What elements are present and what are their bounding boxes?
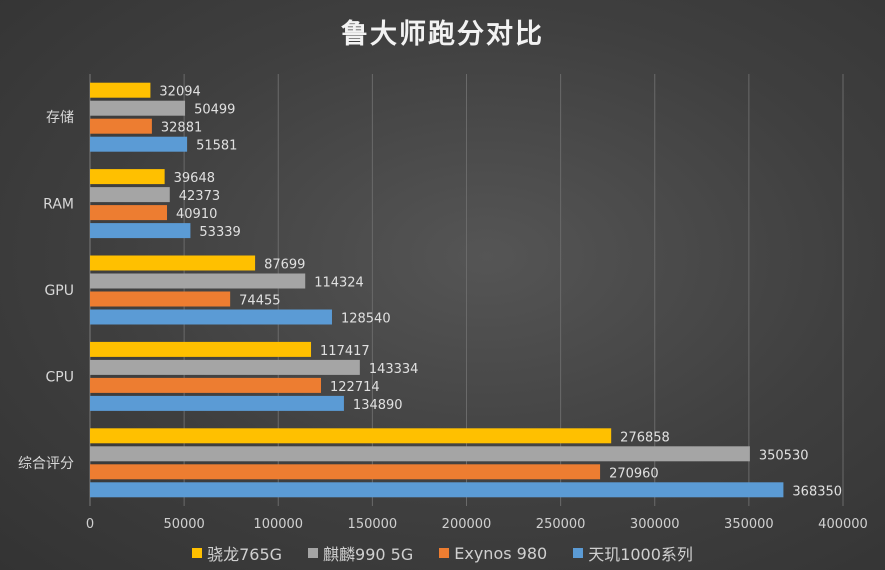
data-label: 32881 [161, 121, 202, 136]
y-category-label: 存储 [46, 110, 74, 126]
bar [90, 341, 312, 357]
data-label: 32094 [159, 85, 200, 100]
chart-title: 鲁大师跑分对比 [341, 19, 544, 50]
data-label: 270960 [609, 466, 659, 481]
data-label: 53339 [199, 225, 240, 240]
data-label: 134890 [353, 398, 403, 413]
x-tick-label: 400000 [818, 517, 868, 532]
x-tick-label: 100000 [253, 517, 303, 532]
x-tick-label: 50000 [163, 517, 204, 532]
x-tick-label: 200000 [442, 517, 492, 532]
data-label: 122714 [330, 380, 380, 395]
legend-swatch-series-4 [573, 548, 584, 558]
x-tick-label: 250000 [536, 517, 586, 532]
data-label: 39648 [174, 171, 215, 186]
legend-swatch-series-2 [308, 548, 319, 558]
bar [90, 273, 306, 289]
data-label: 40910 [176, 207, 217, 222]
data-label: 143334 [369, 362, 419, 377]
data-label: 368350 [792, 484, 842, 499]
bar [90, 255, 256, 271]
x-tick-label: 0 [86, 517, 94, 532]
bar [90, 223, 191, 239]
data-label: 117417 [320, 344, 370, 359]
bar [90, 309, 332, 325]
legend-label-series-1: 骁龙765G [207, 545, 283, 564]
bar [90, 377, 322, 393]
legend-item-series-4: 天玑1000系列 [573, 541, 693, 565]
x-tick-label: 300000 [630, 517, 680, 532]
legend-swatch-series-1 [192, 548, 203, 558]
data-label: 128540 [341, 312, 391, 327]
bar [90, 100, 186, 116]
bar [90, 136, 188, 152]
data-label: 42373 [179, 189, 220, 204]
bar [90, 187, 170, 203]
legend-label-series-4: 天玑1000系列 [588, 545, 693, 564]
bar [90, 446, 750, 462]
legend-item-series-3: Exynos 980 [439, 541, 547, 565]
data-label: 87699 [264, 258, 305, 273]
bar [90, 359, 360, 375]
y-category-label: GPU [44, 283, 74, 299]
bar [90, 169, 165, 185]
bar [90, 464, 601, 480]
bar [90, 482, 784, 498]
bar [90, 82, 151, 98]
legend: 骁龙765G 麒麟990 5G Exynos 980 天玑1000系列 [0, 541, 885, 565]
legend-item-series-2: 麒麟990 5G [308, 541, 413, 565]
legend-item-series-1: 骁龙765G [192, 541, 282, 565]
data-label: 350530 [759, 448, 809, 463]
y-category-label: CPU [46, 369, 74, 385]
data-label: 51581 [196, 139, 237, 154]
data-label: 74455 [239, 294, 280, 309]
bar [90, 395, 344, 411]
bar [90, 291, 231, 307]
data-label: 114324 [314, 276, 364, 291]
data-label: 50499 [194, 103, 235, 118]
bar [90, 118, 152, 134]
y-category-label: RAM [43, 197, 74, 213]
legend-label-series-2: 麒麟990 5G [323, 545, 414, 564]
x-tick-label: 350000 [724, 517, 774, 532]
legend-label-series-3: Exynos 980 [454, 543, 548, 563]
bar [90, 205, 168, 221]
x-tick-label: 150000 [348, 517, 398, 532]
bar [90, 428, 612, 444]
data-label: 276858 [620, 430, 670, 445]
y-category-label: 综合评分 [18, 456, 74, 472]
legend-swatch-series-3 [439, 548, 450, 558]
